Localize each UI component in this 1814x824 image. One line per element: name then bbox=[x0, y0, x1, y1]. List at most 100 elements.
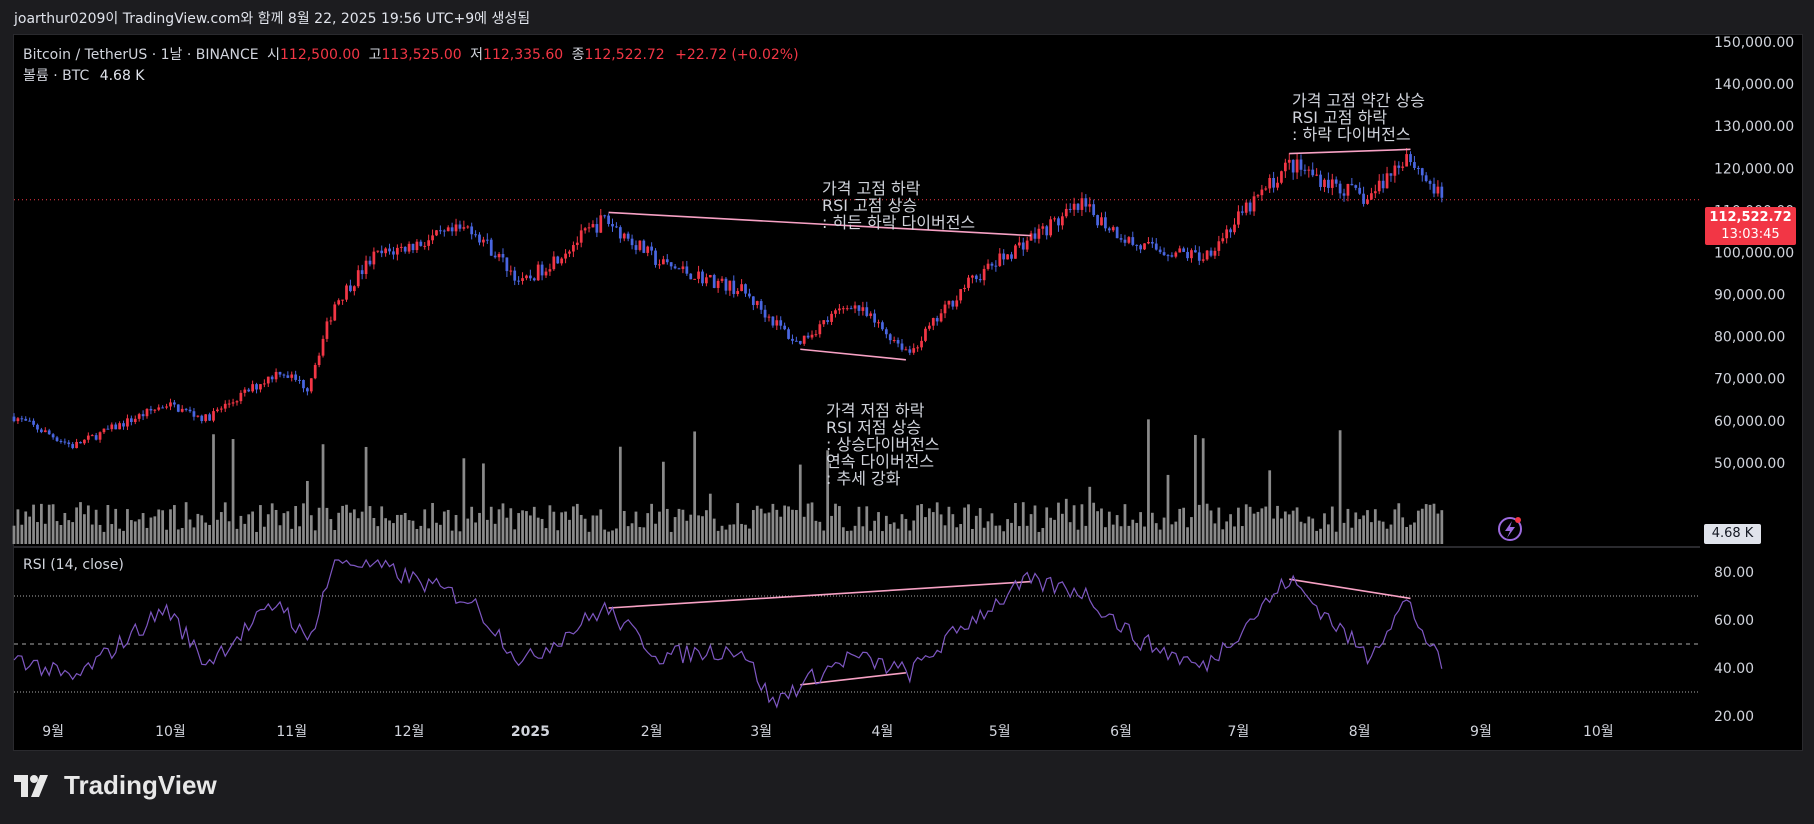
candle bbox=[282, 374, 286, 376]
volume-bar bbox=[274, 509, 278, 544]
candle bbox=[736, 291, 740, 295]
volume-bar bbox=[1139, 512, 1142, 544]
candle bbox=[1389, 173, 1393, 176]
volume-bar bbox=[748, 528, 751, 544]
candle bbox=[673, 266, 677, 269]
volume-bar bbox=[1033, 505, 1037, 544]
candle bbox=[67, 442, 71, 445]
volume-bar bbox=[1436, 513, 1440, 544]
candle bbox=[231, 402, 235, 404]
volume-bar bbox=[881, 531, 884, 544]
candle bbox=[380, 250, 384, 254]
candle bbox=[1346, 183, 1350, 196]
candle bbox=[1002, 253, 1006, 260]
candle bbox=[1225, 229, 1229, 239]
volume-bar bbox=[497, 509, 501, 544]
time-tick-label: 10월 bbox=[155, 724, 186, 740]
candle bbox=[900, 343, 904, 350]
candle bbox=[1377, 180, 1381, 192]
candle bbox=[888, 334, 892, 341]
candle bbox=[235, 401, 239, 403]
candle bbox=[325, 321, 329, 339]
volume-bar bbox=[740, 523, 743, 544]
candle bbox=[1416, 167, 1420, 169]
volume-bar bbox=[701, 516, 704, 544]
grid-layer bbox=[14, 199, 1700, 693]
rsi-tick-label: 60.00 bbox=[1714, 613, 1754, 629]
volume-bar bbox=[920, 504, 923, 544]
volume-bar bbox=[439, 524, 442, 544]
last-price-tag: 112,522.72 13:03:45 bbox=[1705, 207, 1796, 245]
volume-bar bbox=[642, 527, 646, 544]
volume-bar bbox=[1045, 507, 1049, 544]
volume-bar bbox=[306, 480, 309, 544]
volume-bar bbox=[1291, 510, 1295, 544]
volume-bar bbox=[1409, 524, 1412, 544]
volume-bar bbox=[517, 513, 520, 544]
rsi-tick-label: 20.00 bbox=[1714, 709, 1754, 725]
candle bbox=[106, 428, 110, 430]
lightning-icon[interactable] bbox=[1498, 517, 1522, 541]
volume-bar bbox=[1006, 519, 1009, 544]
volume-bar bbox=[763, 513, 767, 544]
candle bbox=[302, 380, 305, 389]
volume-bar bbox=[971, 528, 974, 544]
volume-bar bbox=[1311, 518, 1315, 544]
volume-bar bbox=[63, 512, 67, 544]
candle bbox=[321, 338, 325, 356]
price-tick-label: 130,000.00 bbox=[1714, 119, 1794, 135]
candle bbox=[611, 223, 614, 227]
volume-bar bbox=[51, 504, 55, 544]
candle bbox=[548, 269, 552, 272]
candle bbox=[927, 325, 931, 329]
symbol-label[interactable]: Bitcoin / TetherUS · 1날 · BINANCE bbox=[23, 47, 259, 63]
candle bbox=[423, 245, 427, 247]
candle bbox=[884, 329, 888, 335]
candle bbox=[658, 264, 661, 266]
candle bbox=[270, 376, 274, 380]
rsi-trendline bbox=[1289, 578, 1411, 600]
candle bbox=[751, 296, 755, 306]
volume-bar bbox=[16, 509, 20, 544]
candle bbox=[1014, 245, 1017, 259]
candle bbox=[806, 335, 810, 338]
volume-bar bbox=[59, 525, 63, 544]
candle bbox=[59, 440, 63, 442]
candle bbox=[192, 411, 196, 417]
candle bbox=[1385, 173, 1389, 189]
candle bbox=[830, 313, 833, 322]
volume-bar bbox=[200, 515, 204, 544]
candle bbox=[748, 293, 751, 297]
candle bbox=[1327, 179, 1330, 188]
volume-bar bbox=[157, 509, 161, 544]
volume-bar bbox=[67, 520, 71, 544]
candle bbox=[728, 280, 732, 291]
volume-bar bbox=[802, 516, 806, 544]
volume-bar bbox=[908, 530, 912, 544]
volume-bar bbox=[943, 525, 947, 544]
candle bbox=[998, 253, 1002, 266]
candle bbox=[665, 259, 669, 263]
candle bbox=[165, 406, 168, 408]
volume-bar bbox=[1221, 529, 1225, 544]
candle bbox=[407, 243, 411, 252]
volume-bar bbox=[986, 521, 990, 544]
volume-bar bbox=[165, 529, 168, 544]
tradingview-logo[interactable]: TradingView bbox=[14, 770, 217, 801]
volume-bar bbox=[302, 503, 305, 544]
volume-bar bbox=[884, 515, 888, 544]
volume-bar bbox=[865, 506, 869, 544]
candle bbox=[1342, 193, 1346, 196]
volume-bar bbox=[329, 519, 333, 544]
volume-bar bbox=[270, 503, 274, 544]
candle bbox=[1330, 179, 1334, 188]
candle bbox=[337, 300, 341, 305]
candle bbox=[1420, 168, 1424, 176]
candle bbox=[431, 235, 434, 241]
candle bbox=[458, 224, 462, 229]
candle bbox=[1413, 162, 1416, 168]
volume-bar bbox=[603, 529, 607, 544]
high-value: 113,525.00 bbox=[381, 47, 462, 63]
volume-bar bbox=[204, 522, 208, 544]
